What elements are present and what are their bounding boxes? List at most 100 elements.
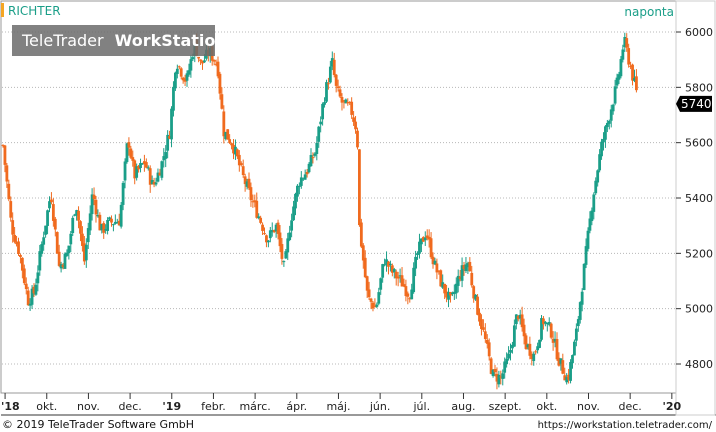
candle (604, 124, 607, 148)
candle-body (129, 148, 133, 158)
candle-body (20, 257, 24, 271)
candle (32, 283, 36, 297)
candle-body (445, 291, 448, 298)
candle-body (485, 339, 489, 344)
candle-body (63, 253, 67, 269)
candle (131, 150, 135, 167)
candle-body (261, 224, 264, 231)
candle-body (518, 314, 522, 319)
candle (423, 231, 427, 246)
candle-body (133, 160, 137, 179)
candle (611, 103, 615, 115)
interval-label[interactable]: naponta (624, 5, 674, 19)
candle-body (553, 338, 557, 342)
candle (542, 316, 545, 330)
candle-body (259, 217, 263, 223)
candle-body (522, 324, 526, 337)
candle-body (493, 369, 497, 373)
candle-body (385, 259, 388, 265)
candle (175, 64, 179, 79)
candle (631, 63, 634, 86)
candle-body (334, 74, 338, 86)
candle-body (144, 162, 148, 168)
candle (63, 252, 67, 269)
candle-body (141, 163, 144, 165)
candle-body (22, 268, 26, 284)
candle (321, 102, 325, 126)
candle (464, 257, 468, 273)
candle (607, 119, 611, 130)
candle (584, 238, 588, 269)
candle (334, 73, 338, 93)
footer-url[interactable]: https://workstation.teletrader.com/ (538, 420, 713, 431)
y-axis-ticks: 4800 5000 5200 5400 5600 5800 6000 (676, 26, 713, 371)
candle (40, 241, 44, 257)
candle-body (470, 272, 474, 286)
candle-body (356, 130, 359, 148)
candle (398, 268, 402, 283)
candle (154, 177, 158, 187)
candle-body (251, 201, 255, 203)
candle-body (321, 103, 325, 120)
candle (253, 194, 257, 208)
candle (301, 177, 305, 181)
candle (354, 116, 357, 134)
candle (94, 196, 98, 223)
candle-body (534, 351, 538, 353)
candle-body (305, 171, 309, 175)
candle (232, 139, 235, 160)
candle (518, 309, 522, 325)
candle-body (288, 232, 292, 241)
candle (79, 220, 82, 242)
candle (98, 212, 102, 231)
candle-body (243, 176, 247, 185)
candle (34, 278, 38, 296)
candle (373, 298, 377, 308)
candle-body (179, 68, 183, 77)
candle-body (431, 256, 435, 265)
candle (166, 130, 170, 159)
candle (13, 227, 17, 244)
y-tick-label: 5800 (685, 81, 713, 94)
candle (146, 165, 150, 171)
candle (158, 168, 162, 176)
candle-body (375, 304, 379, 307)
candle (371, 301, 375, 312)
candle (609, 104, 613, 128)
candle-body (17, 241, 20, 255)
candle-body (390, 265, 394, 273)
candle-body (483, 331, 487, 339)
candle-body (315, 142, 319, 154)
candle-body (125, 143, 129, 162)
candle (509, 343, 512, 361)
candle-body (559, 358, 563, 364)
candle-body (274, 224, 278, 232)
candle-body (462, 265, 466, 269)
candle-body (359, 222, 363, 247)
candle (450, 291, 454, 297)
candle (3, 144, 7, 173)
candle-body (73, 214, 77, 216)
candle (28, 298, 32, 312)
candle-body (414, 256, 417, 269)
candle (259, 215, 263, 225)
candle-body (547, 322, 551, 325)
candle (144, 158, 148, 169)
y-tick-label: 4800 (685, 358, 713, 371)
candle (257, 213, 261, 220)
candle (547, 317, 551, 327)
candle (270, 222, 274, 237)
x-tick-label: ápr. (286, 400, 307, 413)
candle (42, 231, 46, 251)
candle (48, 196, 51, 213)
x-tick-label: márc. (239, 400, 270, 413)
candle (9, 196, 13, 222)
candle-body (396, 276, 400, 279)
candle-body (472, 286, 476, 299)
candle (466, 261, 470, 275)
candle (197, 56, 201, 63)
candle-body (77, 210, 80, 221)
candle (249, 182, 253, 207)
candle (137, 164, 140, 173)
